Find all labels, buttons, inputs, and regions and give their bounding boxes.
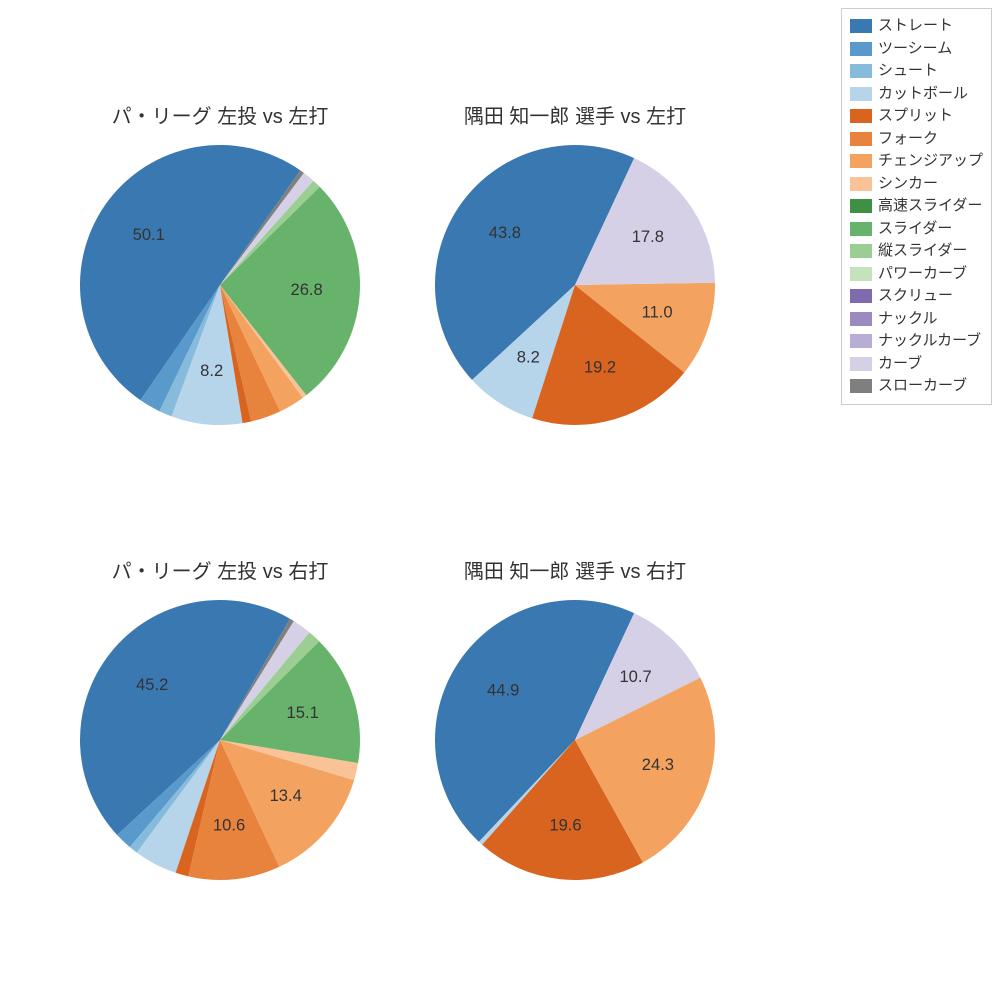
slice-value-label: 44.9 — [487, 681, 519, 700]
legend-swatch — [850, 289, 872, 303]
legend-item: スローカーブ — [850, 375, 983, 398]
legend-item: シンカー — [850, 173, 983, 196]
legend-item: スクリュー — [850, 285, 983, 308]
legend-item: 縦スライダー — [850, 240, 983, 263]
legend-item: ツーシーム — [850, 38, 983, 61]
legend-item: スライダー — [850, 218, 983, 241]
legend-swatch — [850, 154, 872, 168]
slice-value-label: 45.2 — [136, 675, 168, 694]
legend-swatch — [850, 379, 872, 393]
slice-value-label: 8.2 — [200, 361, 223, 380]
legend-item: チェンジアップ — [850, 150, 983, 173]
slice-value-label: 50.1 — [133, 225, 165, 244]
legend: ストレートツーシームシュートカットボールスプリットフォークチェンジアップシンカー… — [841, 8, 992, 405]
legend-label: シュート — [878, 60, 938, 83]
legend-item: ストレート — [850, 15, 983, 38]
slice-value-label: 17.8 — [632, 227, 664, 246]
legend-swatch — [850, 199, 872, 213]
legend-item: ナックル — [850, 308, 983, 331]
slice-value-label: 10.7 — [619, 667, 651, 686]
legend-swatch — [850, 132, 872, 146]
slice-value-label: 24.3 — [642, 755, 674, 774]
legend-label: ナックル — [878, 308, 938, 331]
legend-label: スクリュー — [878, 285, 953, 308]
legend-swatch — [850, 87, 872, 101]
pie-chart: 45.2 10.6 13.4 15.1 — [80, 600, 360, 880]
slice-value-label: 10.6 — [213, 816, 245, 835]
legend-label: ストレート — [878, 15, 953, 38]
legend-label: カーブ — [878, 353, 922, 376]
legend-item: カーブ — [850, 353, 983, 376]
slice-value-label: 13.4 — [270, 786, 302, 805]
legend-label: チェンジアップ — [878, 150, 983, 173]
pie-chart: 43.8 8.2 19.2 11.0 17.8 — [435, 145, 715, 425]
slice-value-label: 26.8 — [290, 280, 322, 299]
legend-swatch — [850, 267, 872, 281]
legend-swatch — [850, 177, 872, 191]
legend-swatch — [850, 64, 872, 78]
slice-value-label: 19.6 — [549, 816, 581, 835]
legend-swatch — [850, 109, 872, 123]
legend-item: スプリット — [850, 105, 983, 128]
legend-item: カットボール — [850, 83, 983, 106]
legend-label: スローカーブ — [878, 375, 967, 398]
legend-label: ツーシーム — [878, 38, 952, 61]
legend-label: スプリット — [878, 105, 953, 128]
chart-title: パ・リーグ 左投 vs 左打 — [60, 100, 380, 129]
legend-label: シンカー — [878, 173, 938, 196]
legend-swatch — [850, 357, 872, 371]
pie-chart: 44.9 19.6 24.3 10.7 — [435, 600, 715, 880]
slice-value-label: 8.2 — [517, 348, 540, 367]
chart-title: パ・リーグ 左投 vs 右打 — [60, 555, 380, 584]
legend-label: スライダー — [878, 218, 952, 241]
legend-item: シュート — [850, 60, 983, 83]
legend-swatch — [850, 334, 872, 348]
legend-swatch — [850, 19, 872, 33]
legend-item: ナックルカーブ — [850, 330, 983, 353]
chart-title: 隅田 知一郎 選手 vs 左打 — [415, 100, 735, 129]
legend-label: フォーク — [878, 128, 938, 151]
slice-value-label: 43.8 — [489, 223, 521, 242]
slice-value-label: 19.2 — [584, 357, 616, 376]
legend-swatch — [850, 244, 872, 258]
pie-chart: 50.1 8.2 26.8 — [80, 145, 360, 425]
legend-swatch — [850, 42, 872, 56]
legend-label: カットボール — [878, 83, 968, 106]
legend-item: パワーカーブ — [850, 263, 983, 286]
chart-title: 隅田 知一郎 選手 vs 右打 — [415, 555, 735, 584]
legend-label: 高速スライダー — [878, 195, 982, 218]
legend-item: フォーク — [850, 128, 983, 151]
legend-label: ナックルカーブ — [878, 330, 981, 353]
slice-value-label: 11.0 — [642, 302, 673, 321]
legend-swatch — [850, 312, 872, 326]
legend-label: パワーカーブ — [878, 263, 967, 286]
legend-label: 縦スライダー — [878, 240, 967, 263]
slice-value-label: 15.1 — [287, 703, 319, 722]
figure: ストレートツーシームシュートカットボールスプリットフォークチェンジアップシンカー… — [0, 0, 1000, 1000]
legend-swatch — [850, 222, 872, 236]
legend-item: 高速スライダー — [850, 195, 983, 218]
